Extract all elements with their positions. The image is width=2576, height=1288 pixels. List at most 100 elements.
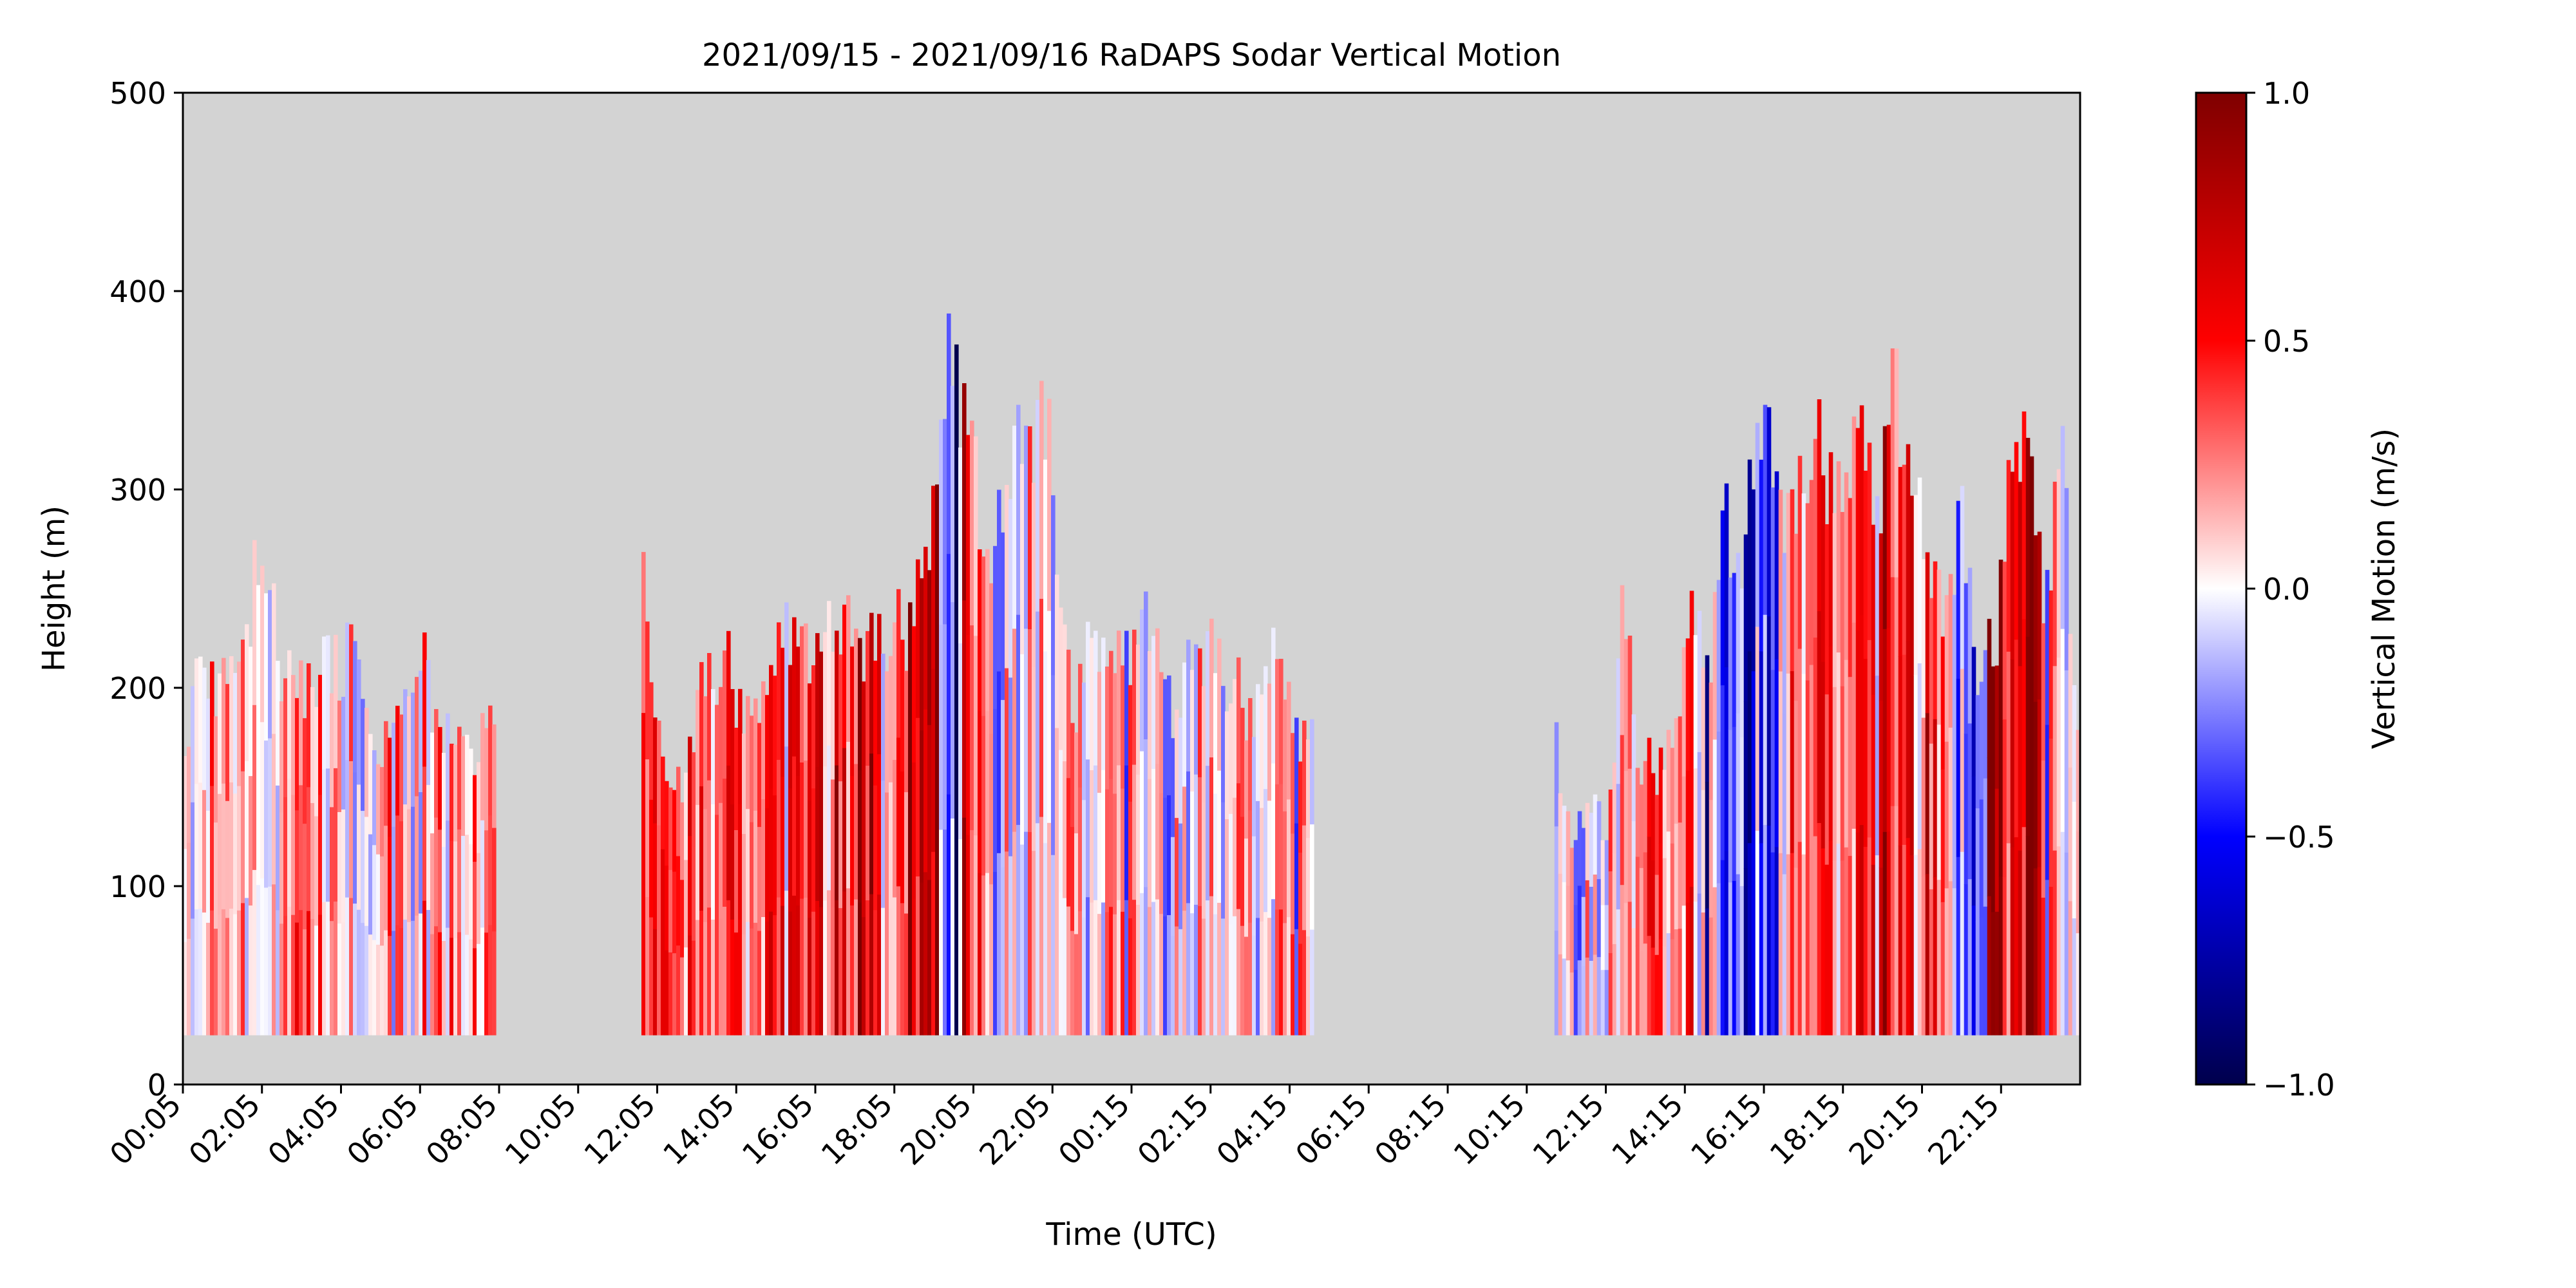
heatmap-cell	[1148, 907, 1152, 1036]
heatmap-cell	[1875, 676, 1880, 856]
heatmap-cell	[1028, 629, 1032, 833]
heatmap-cell	[1616, 658, 1621, 784]
heatmap-cell	[1828, 840, 1833, 1036]
heatmap-cell	[800, 626, 804, 763]
heatmap-cell	[357, 909, 361, 1036]
y-tick-label: 400	[109, 274, 166, 309]
heatmap-cell	[862, 799, 866, 918]
heatmap-cell	[1036, 399, 1040, 612]
heatmap-cell	[1070, 931, 1075, 1036]
heatmap-cell	[1105, 789, 1110, 913]
heatmap-cell	[1894, 348, 1899, 578]
heatmap-cell	[1689, 887, 1694, 1036]
heatmap-cell	[815, 767, 820, 902]
heatmap-cell	[1701, 790, 1706, 913]
colorbar-tick-label: −0.5	[2263, 820, 2335, 855]
heatmap-cell	[1639, 867, 1644, 952]
heatmap-cell	[1979, 799, 1984, 918]
heatmap-cell	[422, 632, 427, 767]
heatmap-cell	[1917, 477, 1922, 664]
heatmap-cell	[1566, 886, 1571, 961]
heatmap-cell	[1001, 867, 1005, 1036]
heatmap-cell	[885, 671, 889, 793]
heatmap-cell	[1929, 743, 1934, 890]
heatmap-cell	[1198, 648, 1202, 778]
heatmap-cell	[272, 583, 276, 735]
heatmap-cell	[804, 623, 808, 761]
heatmap-cell	[1879, 700, 1884, 868]
heatmap-cell	[676, 945, 681, 1036]
heatmap-cell	[349, 624, 354, 762]
heatmap-cell	[477, 943, 481, 1036]
x-tick-label: 20:15	[1842, 1087, 1927, 1172]
heatmap-cell	[1678, 716, 1683, 823]
heatmap-cell	[1248, 810, 1253, 923]
heatmap-cell	[665, 950, 669, 1036]
heatmap-cell	[927, 724, 932, 880]
heatmap-cell	[1256, 918, 1260, 1036]
x-tick-label: 06:05	[340, 1087, 425, 1172]
y-axis-label: Height (m)	[36, 506, 72, 672]
heatmap-cell	[252, 705, 257, 871]
heatmap-cell	[916, 876, 920, 1036]
heatmap-cell	[1743, 534, 1748, 702]
heatmap-cell	[866, 900, 870, 1036]
heatmap-cell	[1256, 800, 1260, 919]
heatmap-cell	[792, 756, 797, 896]
heatmap-cell	[696, 690, 700, 806]
heatmap-cell	[341, 810, 346, 923]
heatmap-cell	[334, 634, 338, 769]
heatmap-cell	[279, 923, 284, 1036]
heatmap-cell	[1755, 422, 1760, 627]
heatmap-cell	[981, 875, 986, 1036]
heatmap-cell	[341, 922, 346, 1036]
heatmap-cell	[1689, 591, 1694, 739]
heatmap-cell	[2049, 887, 2054, 1036]
heatmap-cell	[1647, 837, 1652, 936]
heatmap-cell	[422, 766, 427, 902]
heatmap-cell	[1828, 646, 1833, 841]
heatmap-cell	[1151, 636, 1156, 770]
heatmap-cell	[1635, 857, 1640, 947]
heatmap-cell	[1074, 732, 1079, 834]
heatmap-cell	[1171, 738, 1175, 838]
heatmap-cell	[1736, 714, 1741, 875]
heatmap-cell	[939, 419, 943, 625]
heatmap-cell	[1944, 888, 1949, 1036]
heatmap-cell	[1209, 618, 1214, 758]
heatmap-cell	[426, 910, 431, 1036]
heatmap-cell	[202, 790, 207, 913]
heatmap-cell	[1167, 795, 1171, 916]
heatmap-cell	[1132, 900, 1137, 1036]
heatmap-cell	[1009, 677, 1013, 857]
heatmap-cell	[1898, 467, 1903, 657]
heatmap-cell	[214, 822, 218, 929]
heatmap-cell	[245, 624, 249, 762]
heatmap-cell	[1678, 929, 1683, 1036]
heatmap-cell	[484, 830, 489, 933]
heatmap-cell	[1171, 837, 1175, 936]
heatmap-cell	[2033, 868, 2038, 1036]
heatmap-cell	[1994, 665, 2000, 790]
heatmap-cell	[2056, 846, 2061, 1036]
heatmap-cell	[676, 856, 681, 946]
heatmap-cell	[707, 653, 712, 781]
heatmap-cell	[649, 799, 654, 918]
heatmap-cell	[680, 880, 685, 958]
heatmap-cell	[1016, 614, 1021, 826]
heatmap-cell	[361, 923, 365, 1036]
heatmap-cell	[1743, 868, 1748, 1036]
heatmap-cell	[2041, 623, 2046, 761]
heatmap-cell	[1724, 667, 1729, 852]
heatmap-cell	[1194, 774, 1198, 905]
heatmap-cell	[260, 878, 265, 1036]
heatmap-cell	[1202, 686, 1206, 803]
colorbar-label: Vertical Motion (m/s)	[2366, 428, 2402, 749]
heatmap-cell	[1206, 766, 1210, 901]
heatmap-cell	[1627, 768, 1633, 902]
heatmap-cell	[264, 593, 269, 741]
heatmap-cell	[1566, 960, 1571, 1036]
heatmap-cell	[1902, 844, 1907, 1036]
heatmap-cell	[1163, 797, 1168, 917]
heatmap-cell	[1086, 897, 1090, 1036]
